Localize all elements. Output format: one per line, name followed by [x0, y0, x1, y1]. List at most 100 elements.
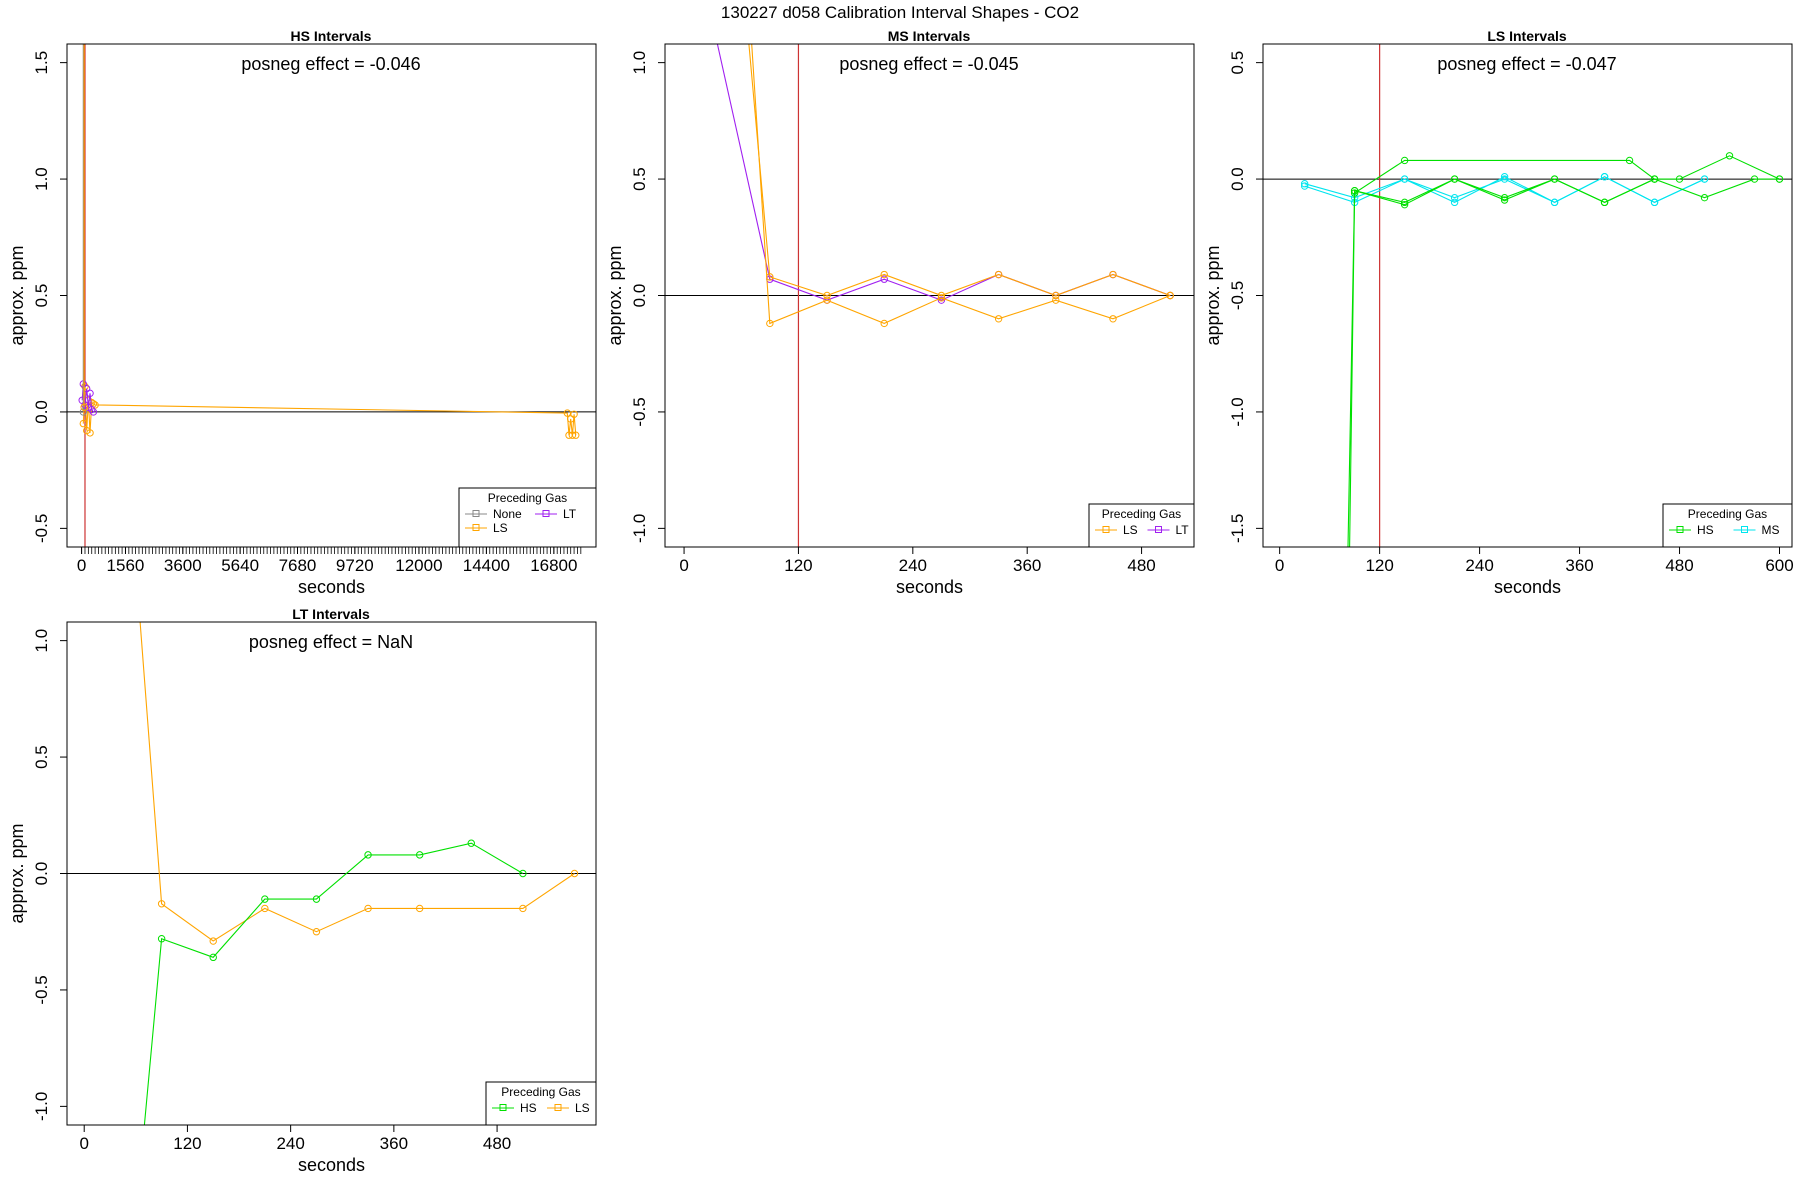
- legend-entry-ls: LS: [1123, 523, 1138, 537]
- data-point: [1700, 175, 1709, 183]
- data-point: [880, 319, 888, 328]
- data-point: [570, 410, 578, 418]
- x-tick-label: 1560: [107, 556, 145, 575]
- legend-title: Preceding Gas: [1102, 507, 1181, 521]
- data-point: [937, 294, 946, 302]
- series-line-ls: [139, 622, 575, 942]
- x-tick-label: 240: [1465, 556, 1493, 575]
- legend-swatch-marker: [499, 1104, 507, 1111]
- data-point: [1775, 175, 1784, 183]
- data-point: [823, 291, 831, 300]
- panel-title: HS Intervals: [291, 28, 372, 44]
- data-point: [519, 904, 527, 913]
- legend-swatch-marker: [1741, 526, 1748, 533]
- series-line-ls: [82, 386, 577, 436]
- data-point: [1400, 198, 1409, 207]
- x-tick-label: 0: [1275, 556, 1284, 575]
- data-point: [86, 389, 94, 398]
- data-point: [1550, 175, 1559, 183]
- series-line-ms: [1304, 176, 1705, 204]
- plot-frame: [66, 621, 597, 1126]
- x-tick-label: 0: [679, 556, 688, 575]
- data-point: [364, 851, 372, 859]
- x-tick-label: 3600: [164, 556, 202, 575]
- data-point: [467, 839, 475, 847]
- legend-swatch-marker: [472, 524, 480, 531]
- y-tick-label: 0.0: [32, 862, 51, 886]
- y-tick-label: 0.5: [1228, 51, 1247, 75]
- data-point: [415, 851, 424, 859]
- data-point: [1625, 156, 1634, 165]
- data-point: [570, 869, 579, 878]
- y-tick-label: -1.5: [1228, 514, 1247, 543]
- effect-label: posneg effect = -0.047: [1437, 54, 1616, 74]
- data-point: [80, 403, 88, 411]
- data-point: [415, 904, 424, 913]
- legend-entry-none: None: [493, 507, 522, 521]
- x-tick-label: 0: [79, 1134, 88, 1153]
- data-point: [1166, 291, 1174, 300]
- data-point: [568, 431, 577, 439]
- y-tick-label: -0.5: [32, 514, 51, 543]
- data-point: [79, 419, 88, 428]
- series-line-hs: [143, 842, 524, 1125]
- x-axis-label: seconds: [1494, 577, 1561, 597]
- data-point: [880, 270, 888, 279]
- legend-entry-lt: LT: [1176, 523, 1190, 537]
- y-tick-label: -1.0: [32, 1092, 51, 1121]
- y-tick-label: 0.0: [630, 284, 649, 308]
- panel-ms: MS Intervals posneg effect = -0.045 -1.0 -0…: [605, 28, 1195, 597]
- plot-frame: [664, 43, 1195, 548]
- plot-area: [67, 44, 596, 547]
- effect-label: posneg effect = -0.045: [839, 54, 1018, 74]
- data-point: [86, 429, 94, 437]
- legend-swatch-marker: [1102, 526, 1110, 533]
- panel-hs: HS Intervals posneg effect = -0.046 -0.5 0.…: [7, 28, 597, 597]
- legend-entry-ls: LS: [575, 1101, 590, 1115]
- legend-swatch-marker: [554, 1104, 562, 1111]
- panel-lt: LT Intervals posneg effect = NaN -1.0 -0.5 0…: [7, 606, 597, 1175]
- data-point: [157, 900, 166, 908]
- data-point: [157, 935, 166, 943]
- data-point: [1400, 175, 1409, 183]
- data-point: [1450, 193, 1459, 202]
- x-tick-label: 0: [77, 556, 86, 575]
- series-line-hs: [1347, 178, 1780, 547]
- x-tick-label: 480: [1665, 556, 1693, 575]
- data-point: [1400, 156, 1409, 165]
- data-point: [209, 937, 217, 945]
- legend-title: Preceding Gas: [501, 1085, 580, 1099]
- x-tick-label: 360: [380, 1134, 408, 1153]
- data-point: [1300, 182, 1309, 190]
- legend-box: [1088, 503, 1195, 548]
- effect-label: posneg effect = NaN: [249, 632, 413, 652]
- plot-frame: [1262, 43, 1793, 548]
- data-point: [937, 291, 946, 300]
- panel-title: LS Intervals: [1487, 28, 1567, 44]
- legend-entry-hs: HS: [520, 1101, 537, 1115]
- y-tick-label: 1.5: [32, 51, 51, 75]
- data-point: [1052, 291, 1060, 300]
- data-point: [1500, 173, 1509, 181]
- x-axis-label: seconds: [298, 1155, 365, 1175]
- data-point: [1109, 315, 1117, 323]
- legend-entry-lt: LT: [563, 507, 577, 521]
- x-tick-label: 360: [1565, 556, 1593, 575]
- legend-title: Preceding Gas: [1688, 507, 1767, 521]
- data-point: [937, 296, 946, 304]
- y-axis-label: approx. ppm: [7, 823, 27, 923]
- plot-area: [1263, 44, 1792, 547]
- x-tick-label: 240: [276, 1134, 304, 1153]
- data-point: [1450, 175, 1459, 183]
- data-point: [1500, 196, 1509, 204]
- plot-area: [665, 44, 1194, 547]
- data-point: [1550, 198, 1559, 207]
- panel-title: LT Intervals: [292, 606, 370, 622]
- data-point: [209, 953, 217, 962]
- legend-entry-hs: HS: [1697, 523, 1714, 537]
- x-tick-label: 5640: [221, 556, 259, 575]
- effect-label: posneg effect = -0.046: [241, 54, 420, 74]
- legend-entry-ls: LS: [493, 521, 508, 535]
- x-tick-label: 600: [1765, 556, 1793, 575]
